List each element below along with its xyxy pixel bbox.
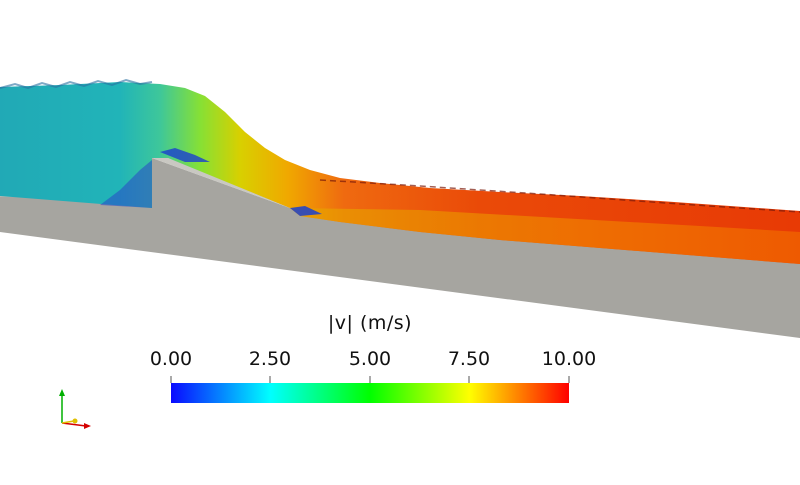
colorbar: [171, 383, 569, 403]
orientation-axes-widget[interactable]: [59, 389, 91, 429]
legend-tick-label: 0.00: [149, 348, 193, 370]
legend-title: |v| (m/s): [327, 312, 413, 334]
water-surface: [0, 78, 800, 264]
colorbar-ticks: [170, 376, 570, 383]
legend-tick-label: 2.50: [248, 348, 292, 370]
legend-tick-label: 7.50: [447, 348, 491, 370]
legend-tick-label: 10.00: [541, 348, 597, 370]
legend-tick-label: 5.00: [348, 348, 392, 370]
